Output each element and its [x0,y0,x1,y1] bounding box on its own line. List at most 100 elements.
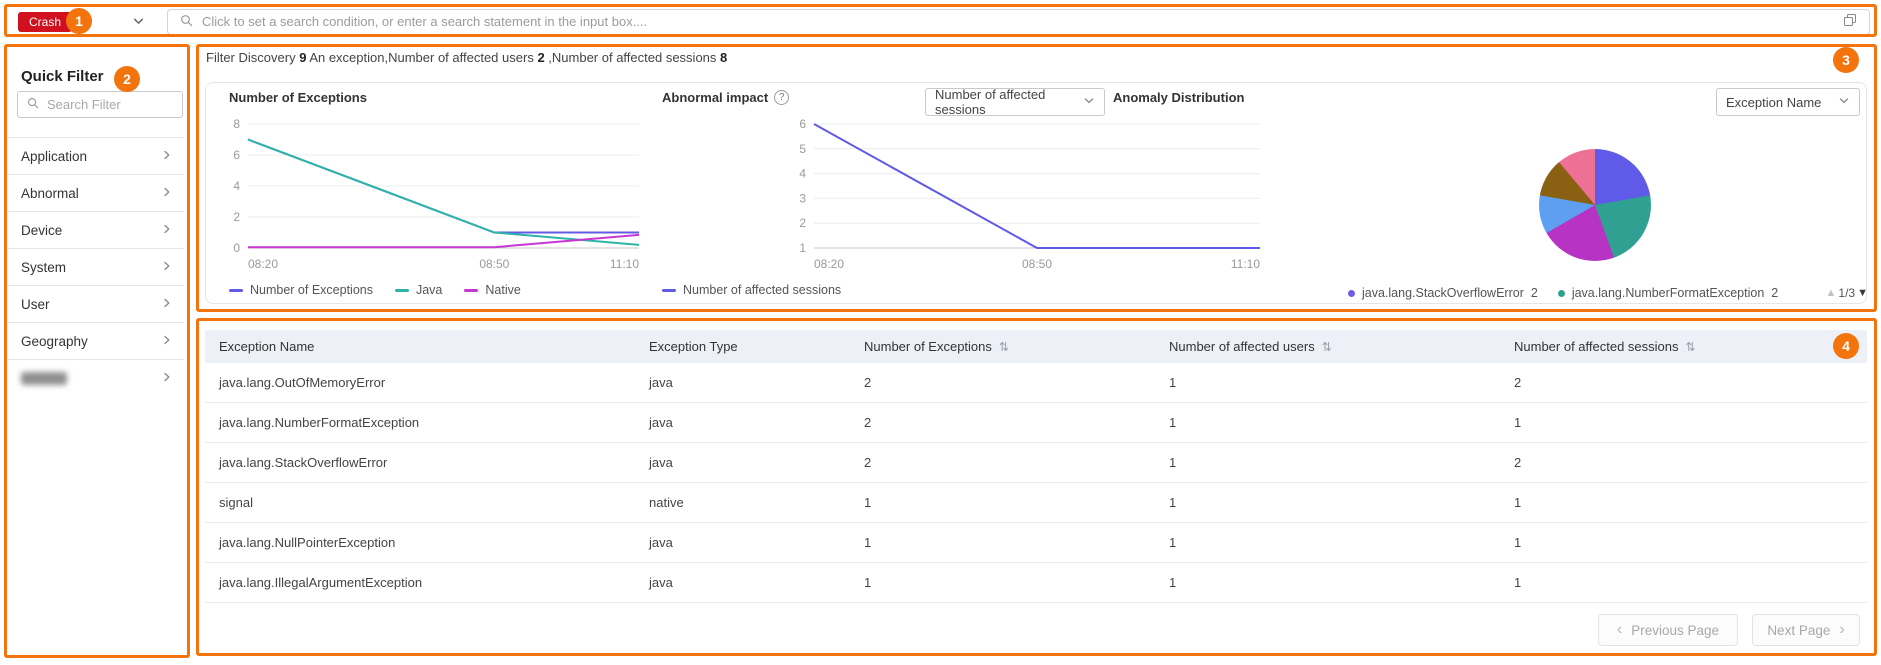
previous-page-button[interactable]: ‹ Previous Page [1598,614,1738,646]
column-header-label: Number of affected sessions [1514,339,1679,354]
exception-name-link[interactable]: java.lang.StackOverflowError [219,455,388,470]
legend-item[interactable]: java.lang.NumberFormatException 2 [1557,286,1779,300]
summary-segment: 2 [537,50,545,65]
legend-item[interactable]: Native [464,283,521,297]
sort-icon[interactable]: ⇅ [1321,339,1332,354]
legend-item[interactable]: Java [394,283,442,297]
svg-text:1: 1 [799,241,806,255]
sidebar-item-redacted[interactable] [7,360,184,397]
sidebar-item-label: Application [21,148,88,164]
legend-value: 2 [1771,286,1779,300]
copy-icon[interactable] [1843,13,1857,30]
legend-label: Native [485,283,521,297]
legend-swatch [662,288,676,292]
svg-text:08:20: 08:20 [814,257,844,271]
exceptions-chart-title: Number of Exceptions [229,90,367,105]
global-search-box[interactable] [167,8,1870,35]
column-header-label: Exception Name [219,339,315,354]
summary-segment: 9 [299,50,307,65]
exceptions-table-header: Exception Name Exception Type Number of Ex… [205,330,1867,363]
legend-item[interactable]: java.lang.StackOverflowError 2 [1348,286,1538,300]
impact-line-chart: 1 2 3 4 5 6 08:20 08:50 11:10 [788,110,1268,285]
annotation-badge-2: 2 [114,66,140,92]
module-chip-crash[interactable]: Crash [18,11,73,32]
exception-name-link[interactable]: signal [219,495,253,510]
table-cell-users: 1 [1169,495,1177,510]
sort-icon[interactable]: ⇅ [998,339,1009,354]
chevron-right-icon: › [1839,621,1845,638]
table-cell-sessions: 2 [1514,375,1522,390]
pager-up-icon[interactable]: ▲ [1825,287,1837,299]
svg-text:3: 3 [799,191,806,205]
exceptions-line-chart: 0 2 4 6 8 08:20 08:50 11:10 [222,110,647,285]
column-header[interactable]: Number of Exceptions ⇅ [850,339,1155,354]
table-cell-users: 1 [1169,535,1177,550]
sidebar-item-application[interactable]: Application [7,138,184,175]
global-search-input[interactable] [202,14,1843,29]
sidebar-item-geography[interactable]: Geography [7,323,184,360]
legend-swatch [229,288,243,292]
exception-name-link[interactable]: java.lang.NumberFormatException [219,415,420,430]
table-cell-users: 1 [1169,375,1177,390]
chevron-right-icon [161,297,173,312]
exceptions-chart-legend: Number of Exceptions Java Native [229,283,521,297]
pager-down-icon[interactable]: ▼ [1857,287,1868,299]
table-row: java.lang.OutOfMemoryError java 2 1 2 [205,363,1867,403]
sidebar-item-label: Device [21,222,63,238]
sidebar-item-label: Geography [21,333,88,349]
exception-name-link[interactable]: java.lang.IllegalArgumentException [219,575,423,590]
impact-metric-dropdown[interactable]: Number of affected sessions [925,87,1105,117]
table-cell-sessions: 2 [1514,455,1522,470]
filter-search-box[interactable] [17,91,183,118]
legend-value: 2 [1530,286,1538,300]
summary-segment: 8 [720,50,728,65]
impact-chart-title: Abnormal impact ? [662,90,790,105]
table-cell-sessions: 1 [1514,535,1522,550]
quick-filter-title: Quick Filter [21,68,104,85]
sort-icon[interactable]: ⇅ [1685,339,1696,354]
table-row: java.lang.StackOverflowError java 2 1 2 [205,443,1867,483]
sidebar-item-system[interactable]: System [7,249,184,286]
table-cell-type: java [649,535,673,550]
pie-legend: java.lang.StackOverflowError 2 java.lang.N… [1348,286,1868,300]
annotation-badge-3: 3 [1833,47,1859,73]
svg-text:2: 2 [233,210,240,224]
table-cell-type: java [649,575,673,590]
filter-search-input[interactable] [47,97,173,112]
help-icon[interactable]: ? [774,90,790,105]
legend-label: Number of affected sessions [683,283,842,297]
pie-legend-pager[interactable]: ▲ 1/3 ▼ [1826,286,1868,300]
module-chevron-down-icon[interactable] [132,15,145,28]
table-cell-users: 1 [1169,415,1177,430]
sidebar-item-abnormal[interactable]: Abnormal [7,175,184,212]
chevron-right-icon [161,334,173,349]
quick-filter-list: Application Abnormal Device System User Geogr… [7,137,184,397]
legend-item[interactable]: Number of Exceptions [229,283,373,297]
column-header: Exception Type [635,339,850,354]
distribution-dimension-dropdown[interactable]: Exception Name [1716,88,1860,116]
anomaly-distribution-pie[interactable] [1539,149,1651,261]
table-cell-exceptions: 2 [864,375,872,390]
chevron-down-icon [1083,95,1095,110]
column-header[interactable]: Number of affected users ⇅ [1155,339,1500,354]
chevron-left-icon: ‹ [1616,621,1623,638]
sidebar-item-user[interactable]: User [7,286,184,323]
next-page-button[interactable]: Next Page › [1752,614,1860,646]
exception-name-link[interactable]: java.lang.OutOfMemoryError [219,375,386,390]
exception-name-link[interactable]: java.lang.NullPointerException [219,535,396,550]
legend-swatch [1557,289,1565,297]
svg-text:11:10: 11:10 [1231,257,1260,271]
column-header[interactable]: Number of affected sessions ⇅ [1500,339,1867,354]
svg-text:6: 6 [799,117,806,131]
chevron-right-icon [161,371,173,386]
redacted-label [21,372,67,385]
sidebar-item-device[interactable]: Device [7,212,184,249]
table-cell-exceptions: 1 [864,575,872,590]
table-row: java.lang.NullPointerException java 1 1 1 [205,523,1867,563]
sidebar-item-label: Abnormal [21,185,79,201]
table-cell-type: java [649,455,673,470]
legend-item[interactable]: Number of affected sessions [662,283,841,297]
table-cell-exceptions: 1 [864,495,872,510]
summary-segment: ,Number of affected sessions [544,50,721,65]
